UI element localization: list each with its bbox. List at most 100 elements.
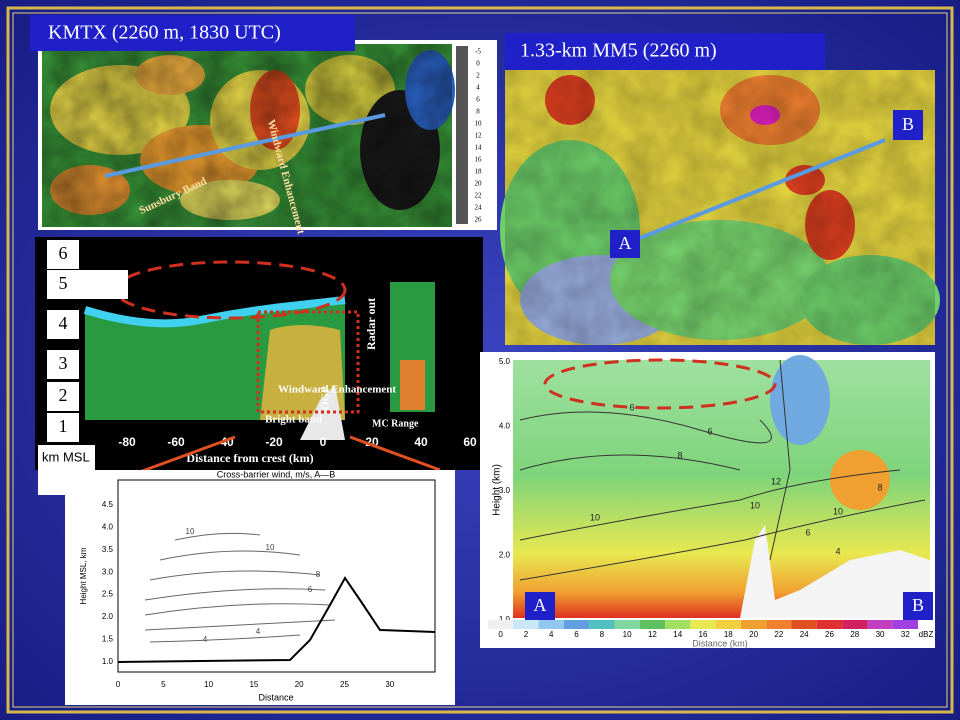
axis-label: Distance (km) bbox=[692, 638, 748, 648]
contours bbox=[519, 359, 926, 581]
plot-frame bbox=[117, 479, 436, 673]
colorbar-tick: 30 bbox=[876, 630, 885, 639]
contour-label: 4 bbox=[256, 627, 261, 636]
colorbar-label: 8 bbox=[476, 108, 480, 116]
colorbar-cell bbox=[589, 620, 615, 629]
colorbar-label: -5 bbox=[475, 48, 481, 56]
annotation: MC Range bbox=[372, 418, 419, 429]
colorbar-cell bbox=[740, 620, 767, 629]
colorbar-cell bbox=[791, 620, 817, 629]
terrain bbox=[117, 576, 436, 663]
contour-label: 12 bbox=[771, 476, 781, 486]
colorbar-tick: 26 bbox=[825, 630, 834, 639]
colorbar-tick: 14 bbox=[673, 630, 682, 639]
plot-title: Cross-barrier wind, m/s, A—B bbox=[217, 469, 336, 479]
x-tick-label: 15 bbox=[249, 680, 258, 689]
y-tick-label: 4.0 bbox=[102, 523, 114, 532]
colorbar-cell bbox=[538, 620, 564, 629]
frame bbox=[6, 6, 954, 714]
x-tick-label: 40 bbox=[414, 435, 428, 449]
colorbar bbox=[456, 46, 468, 224]
x-tick-label: 0 bbox=[320, 435, 327, 449]
height-label: 6 bbox=[59, 243, 68, 263]
colorbar-tick: 20 bbox=[749, 630, 758, 639]
point-box bbox=[525, 592, 555, 620]
contour-label: 8 bbox=[316, 570, 321, 579]
height-box bbox=[47, 310, 79, 339]
height-label: 1 bbox=[59, 416, 68, 436]
panel-title: KMTX (2260 m, 1830 UTC) bbox=[48, 22, 281, 44]
colorbar-cell bbox=[715, 620, 741, 629]
x-tick-label: -20 bbox=[265, 435, 283, 449]
point-label: B bbox=[902, 114, 914, 134]
model-plan bbox=[500, 70, 940, 345]
colorbar-tick: 4 bbox=[549, 630, 554, 639]
height-box bbox=[47, 270, 128, 299]
point-box bbox=[610, 230, 640, 258]
y-tick-label: 4.0 bbox=[499, 422, 511, 431]
contour-label: 10 bbox=[266, 543, 275, 552]
colorbar-label: 14 bbox=[475, 144, 483, 152]
panel-title: 1.33-km MM5 (2260 m) bbox=[520, 40, 717, 62]
colorbar-tick: 12 bbox=[648, 630, 657, 639]
colorbar-cell bbox=[842, 620, 868, 629]
colorbar-cell bbox=[639, 620, 666, 629]
colorbar-tick: 18 bbox=[724, 630, 733, 639]
contour-label: 6 bbox=[805, 527, 810, 537]
annotation: Radar out bbox=[364, 298, 378, 350]
colorbar-label: 26 bbox=[475, 216, 483, 224]
colorbar-cell bbox=[766, 620, 792, 629]
annotation: Bright band bbox=[265, 414, 322, 426]
height-box bbox=[47, 413, 79, 442]
colorbar-unit: dBZ bbox=[919, 630, 934, 639]
colorbar-tick: 16 bbox=[699, 630, 708, 639]
axis-label: Distance from crest (km) bbox=[186, 451, 313, 465]
radar-plan: Windward Enhancement Sunsbury Band -5024… bbox=[38, 40, 497, 236]
title-box bbox=[505, 33, 825, 70]
contour-label: 10 bbox=[750, 500, 760, 510]
echo bbox=[400, 360, 425, 410]
colorbar-tick: 8 bbox=[600, 630, 605, 639]
colorbar-tick: 2 bbox=[524, 630, 529, 639]
x-tick-label: 30 bbox=[385, 680, 394, 689]
colorbar-cell bbox=[665, 620, 691, 629]
colorbar-label: 6 bbox=[476, 96, 480, 104]
terrain bbox=[740, 525, 930, 618]
y-tick-label: 1.5 bbox=[102, 635, 114, 644]
colorbar-label: 20 bbox=[475, 180, 483, 188]
y-tick-label: 1.0 bbox=[102, 657, 114, 666]
colorbar-label: 16 bbox=[475, 156, 483, 164]
x-tick-label: 10 bbox=[204, 680, 213, 689]
colorbar-tick: 0 bbox=[498, 630, 503, 639]
colorbar-cell bbox=[892, 620, 918, 629]
axis-label: Height MSL, km bbox=[79, 547, 88, 604]
contour-label: 6 bbox=[629, 402, 634, 412]
contour-label: 4 bbox=[835, 546, 840, 556]
unit-label: km MSL bbox=[42, 449, 90, 464]
colorbar-cell bbox=[867, 620, 893, 629]
x-tick-label: 5 bbox=[161, 680, 166, 689]
height-label: 4 bbox=[59, 313, 68, 333]
contour-label: 10 bbox=[186, 527, 195, 536]
colorbar-tick: 22 bbox=[774, 630, 783, 639]
y-tick-label: 5.0 bbox=[499, 357, 511, 366]
title-box bbox=[30, 15, 355, 51]
highlight-ellipse bbox=[543, 358, 777, 410]
x-tick-label: 0 bbox=[116, 680, 121, 689]
colorbar-cell bbox=[513, 620, 539, 629]
contours bbox=[144, 532, 336, 643]
point-box bbox=[903, 592, 933, 620]
x-tick-label: 20 bbox=[295, 680, 304, 689]
highlight-box bbox=[256, 310, 360, 414]
wind-section: Cross-barrier wind, m/s, A—B Height MSL,… bbox=[65, 469, 455, 705]
height-label: 5 bbox=[59, 273, 68, 293]
height-box bbox=[47, 350, 79, 379]
y-tick-label: 4.5 bbox=[102, 500, 114, 509]
point-label: B bbox=[912, 595, 924, 615]
annotation: Windward Enhancement bbox=[278, 384, 396, 396]
contour-label: 4 bbox=[203, 635, 208, 644]
height-label: 3 bbox=[59, 353, 68, 373]
contour-label: 8 bbox=[677, 450, 682, 460]
contour-label: 6 bbox=[308, 585, 313, 594]
contour-label: 6 bbox=[707, 426, 712, 436]
